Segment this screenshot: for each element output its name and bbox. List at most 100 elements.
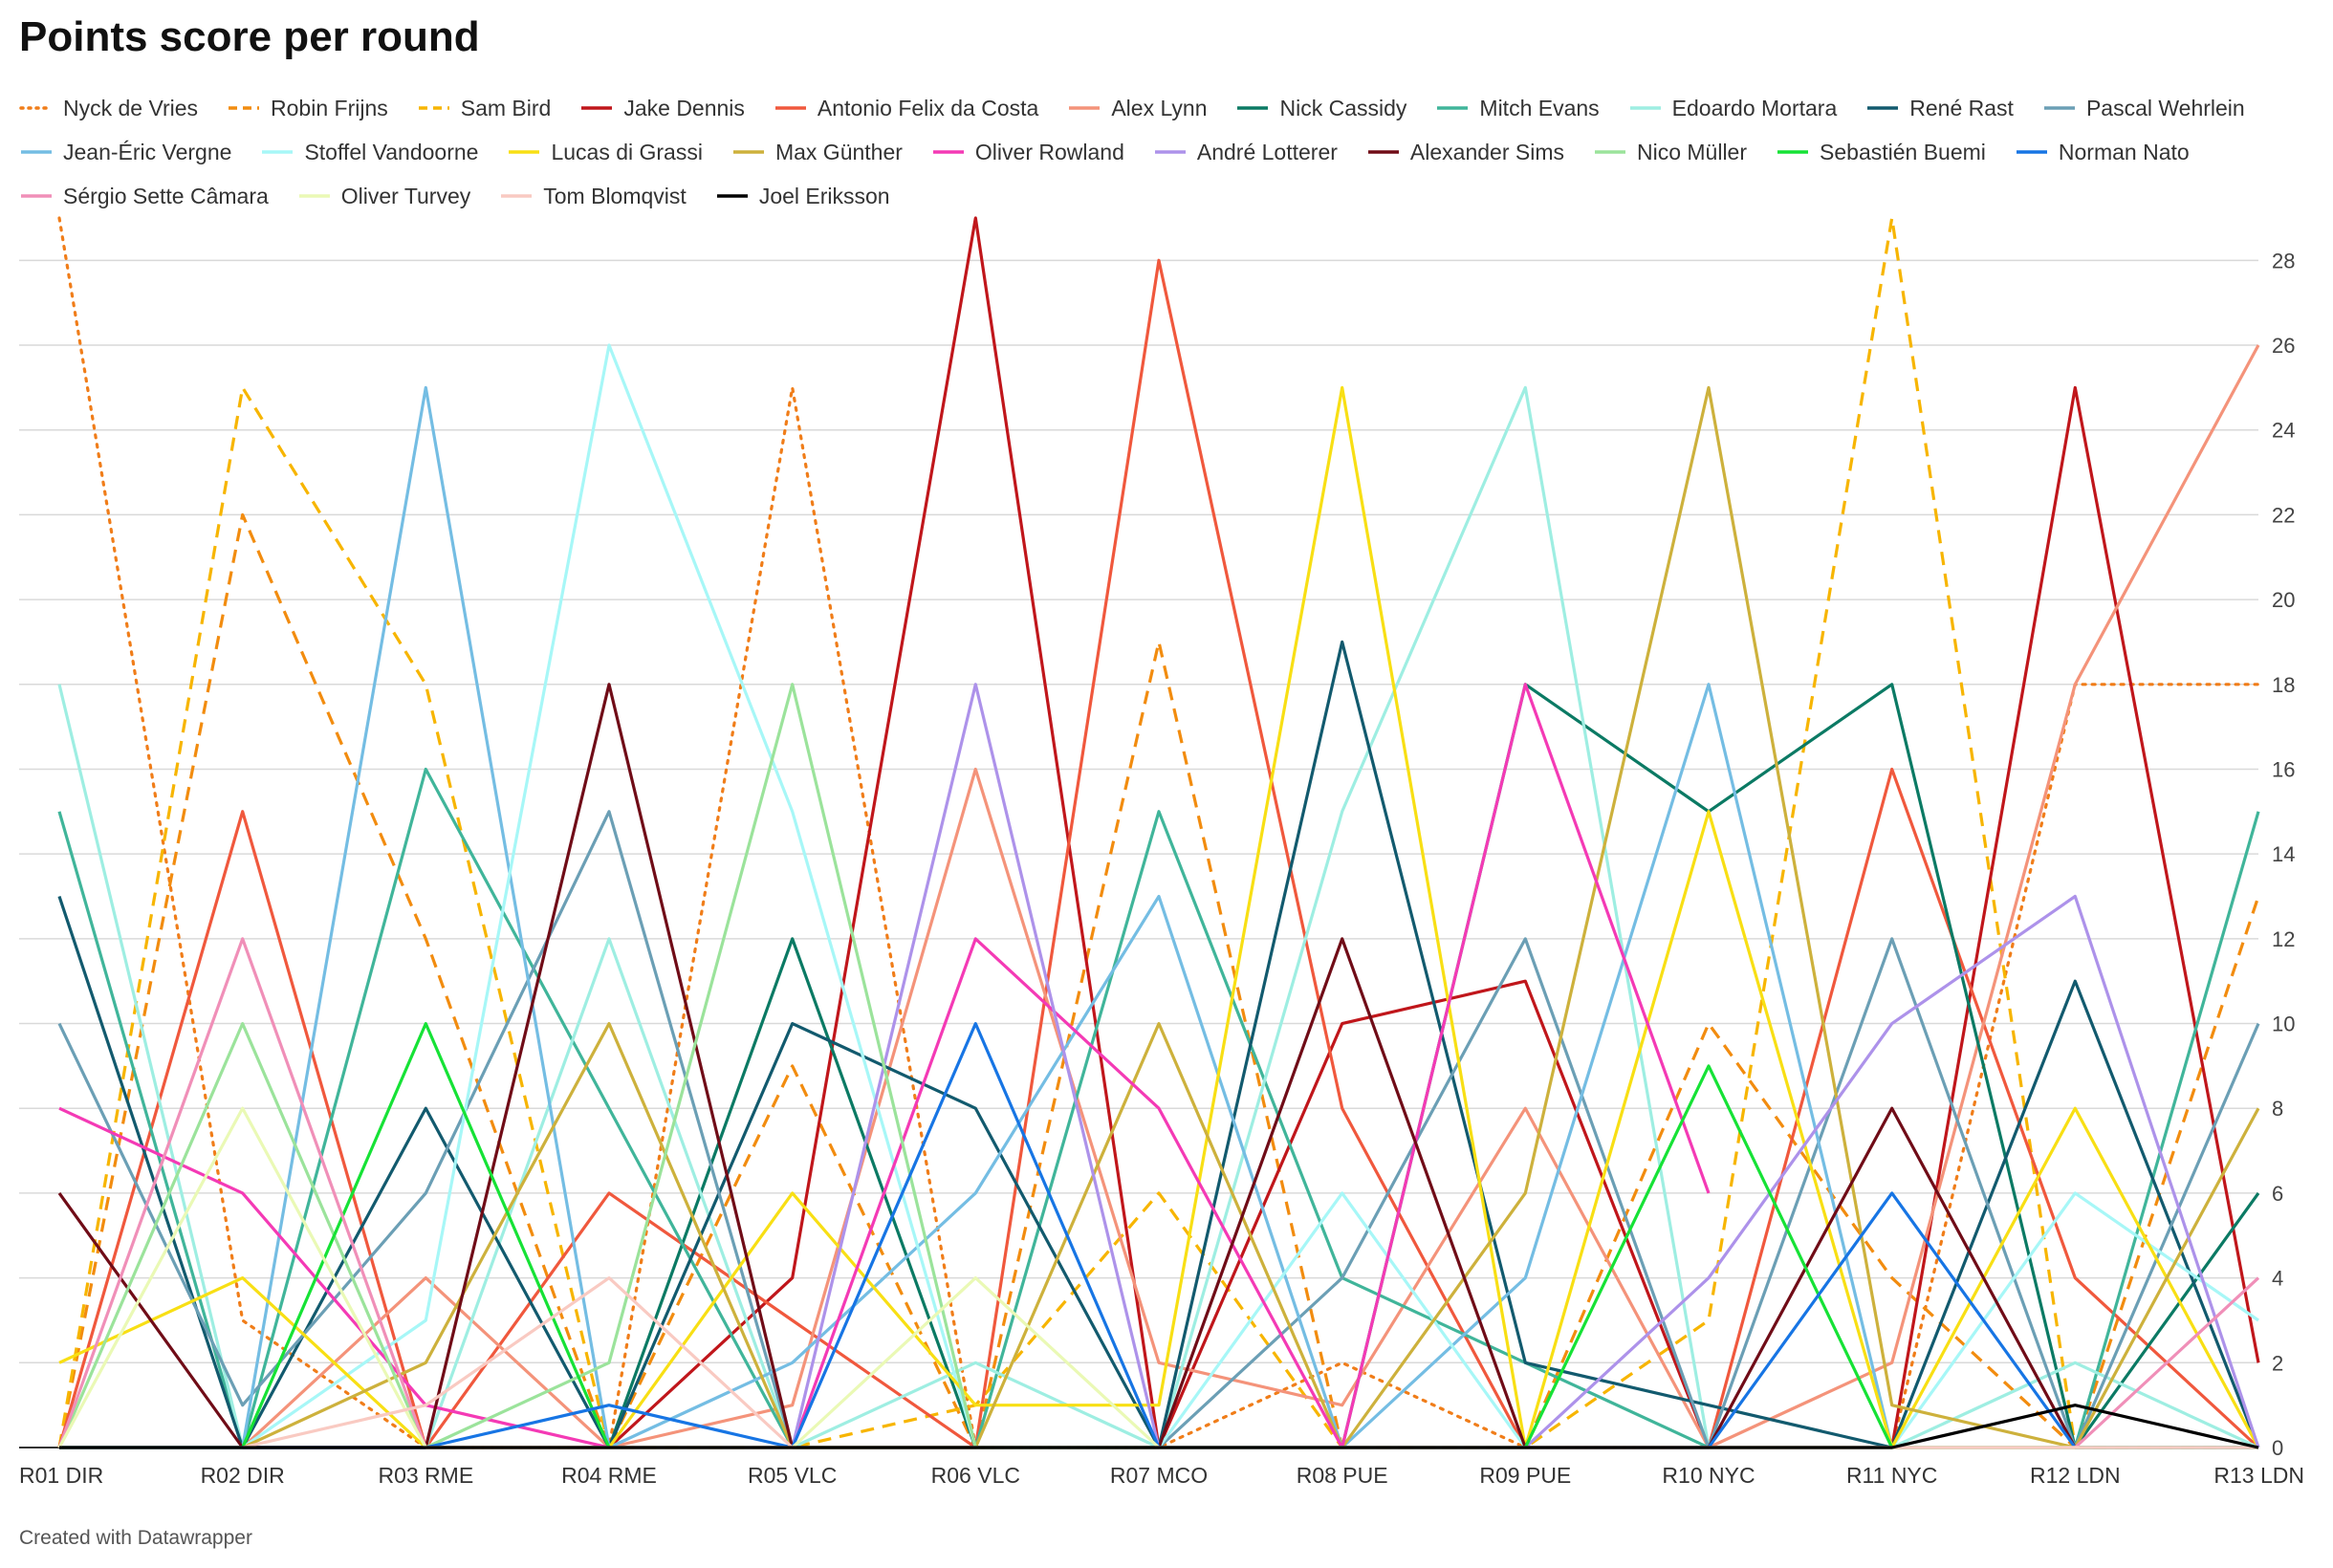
legend-swatch (716, 194, 748, 198)
y-tick-label: 12 (2272, 927, 2295, 951)
legend-label: André Lotterer (1196, 139, 1338, 164)
legend-swatch (262, 150, 294, 154)
y-tick-label: 20 (2272, 588, 2295, 612)
legend-swatch (298, 194, 330, 198)
legend-label: Edoardo Mortara (1671, 95, 1838, 120)
y-tick-label: 18 (2272, 673, 2295, 697)
series-line-alexander-sims (57, 683, 2258, 1449)
x-tick-label: R03 RME (378, 1463, 473, 1488)
legend-swatch (1629, 106, 1661, 110)
x-tick-label: R08 PUE (1297, 1463, 1388, 1488)
legend-label: Norman Nato (2058, 139, 2190, 164)
legend-label: Sebastién Buemi (1820, 139, 1986, 164)
legend-item-max-gunther: Max Günther (731, 136, 903, 168)
legend-swatch (1237, 106, 1269, 110)
legend-item-jake-dennis: Jake Dennis (579, 92, 745, 124)
legend-label: Pascal Wehrlein (2085, 95, 2245, 120)
legend-label: Alexander Sims (1409, 139, 1564, 164)
y-tick-label: 16 (2272, 757, 2295, 781)
legend-item-nyck-de-vries: Nyck de Vries (19, 92, 198, 124)
footer-credit: Created with Datawrapper (19, 1527, 252, 1549)
chart-title: Points score per round (19, 13, 480, 60)
legend-item-rene-rast: René Rast (1865, 92, 2014, 124)
legend-label: Max Günther (774, 139, 903, 164)
legend-label: Jean-Éric Vergne (63, 139, 232, 164)
legend-item-norman-nato: Norman Nato (2015, 136, 2190, 168)
x-tick-label: R07 MCO (1110, 1463, 1208, 1488)
legend-label: Alex Lynn (1111, 95, 1208, 120)
y-tick-label: 24 (2272, 419, 2295, 443)
x-tick-label: R11 NYC (1846, 1463, 1937, 1488)
legend-swatch (1777, 150, 1809, 154)
legend-item-oliver-turvey: Oliver Turvey (297, 180, 470, 212)
series-line-andre-lotterer (59, 683, 2260, 1449)
legend-swatch (19, 106, 54, 110)
x-tick-label: R01 DIR (19, 1463, 103, 1488)
legend-label: Tom Blomqvist (543, 183, 687, 208)
legend-swatch (2043, 106, 2075, 110)
legend-item-andre-lotterer: André Lotterer (1153, 136, 1338, 168)
legend-label: Antonio Felix da Costa (817, 95, 1039, 120)
legend-label: Sam Bird (460, 95, 552, 120)
y-tick-label: 10 (2272, 1013, 2295, 1036)
series-line-sam-bird (57, 216, 2258, 1449)
y-tick-label: 22 (2272, 503, 2295, 527)
legend-swatch (2016, 150, 2047, 154)
legend-item-lucas-di-grassi: Lucas di Grassi (507, 136, 703, 168)
legend-item-mitch-evans: Mitch Evans (1435, 92, 1600, 124)
x-tick-label: R05 VLC (748, 1463, 837, 1488)
legend-item-jean-eric-vergne: Jean-Éric Vergne (19, 136, 231, 168)
series-line-oliver-rowland (58, 683, 1711, 1449)
legend-swatch (1594, 150, 1625, 154)
y-tick-label: 8 (2272, 1097, 2283, 1121)
legend-swatch (1367, 150, 1399, 154)
legend-label: Lucas di Grassi (551, 139, 703, 164)
legend-label: Mitch Evans (1479, 95, 1600, 120)
legend-swatch (21, 150, 52, 154)
series-line-robin-frijns (57, 512, 2260, 1449)
legend-label: Robin Frijns (271, 95, 388, 120)
legend-swatch (732, 150, 764, 154)
x-tick-label: R10 NYC (1662, 1463, 1755, 1488)
chart-legend: Nyck de Vries Robin Frijns Sam Bird Jake De… (19, 92, 2314, 212)
legend-swatch (418, 106, 449, 110)
legend-label: Joel Eriksson (758, 183, 890, 208)
legend-label: Stoffel Vandoorne (304, 139, 479, 164)
legend-item-edoardo-mortara: Edoardo Mortara (1628, 92, 1838, 124)
legend-item-sergio-sette-camara: Sérgio Sette Câmara (19, 180, 269, 212)
legend-item-pascal-wehrlein: Pascal Wehrlein (2042, 92, 2245, 124)
legend-swatch (501, 194, 533, 198)
legend-item-tom-blomqvist: Tom Blomqvist (499, 180, 687, 212)
legend-item-antonio-felix-da-costa: Antonio Felix da Costa (774, 92, 1038, 124)
series-line-nico-muller (57, 683, 2258, 1449)
series-line-alex-lynn (59, 344, 2260, 1449)
x-tick-label: R12 LDN (2030, 1463, 2121, 1488)
legend-item-stoffel-vandoorne: Stoffel Vandoorne (260, 136, 478, 168)
x-tick-label: R09 PUE (1479, 1463, 1571, 1488)
legend-label: Nico Müller (1636, 139, 1748, 164)
legend-label: Oliver Rowland (974, 139, 1124, 164)
series-line-nick-cassidy (59, 683, 2260, 1449)
legend-item-alexander-sims: Alexander Sims (1366, 136, 1564, 168)
legend-item-sebastien-buemi: Sebastién Buemi (1776, 136, 1986, 168)
legend-swatch (21, 194, 52, 198)
x-tick-label: R04 RME (561, 1463, 657, 1488)
legend-item-sam-bird: Sam Bird (417, 92, 552, 124)
legend-label: Oliver Turvey (340, 183, 471, 208)
y-tick-label: 2 (2272, 1351, 2283, 1375)
legend-item-alex-lynn: Alex Lynn (1067, 92, 1207, 124)
legend-item-robin-frijns: Robin Frijns (227, 92, 388, 124)
legend-label: Jake Dennis (623, 95, 745, 120)
legend-swatch (1437, 106, 1469, 110)
legend-label: Nick Cassidy (1279, 95, 1407, 120)
y-tick-label: 14 (2272, 842, 2295, 866)
legend-label: Sérgio Sette Câmara (63, 183, 269, 208)
y-tick-label: 26 (2272, 334, 2295, 358)
legend-swatch (774, 106, 806, 110)
legend-item-nick-cassidy: Nick Cassidy (1235, 92, 1406, 124)
legend-swatch (932, 150, 964, 154)
legend-swatch (581, 106, 613, 110)
legend-label: René Rast (1909, 95, 2014, 120)
series-line-joel-eriksson (59, 1404, 2259, 1449)
